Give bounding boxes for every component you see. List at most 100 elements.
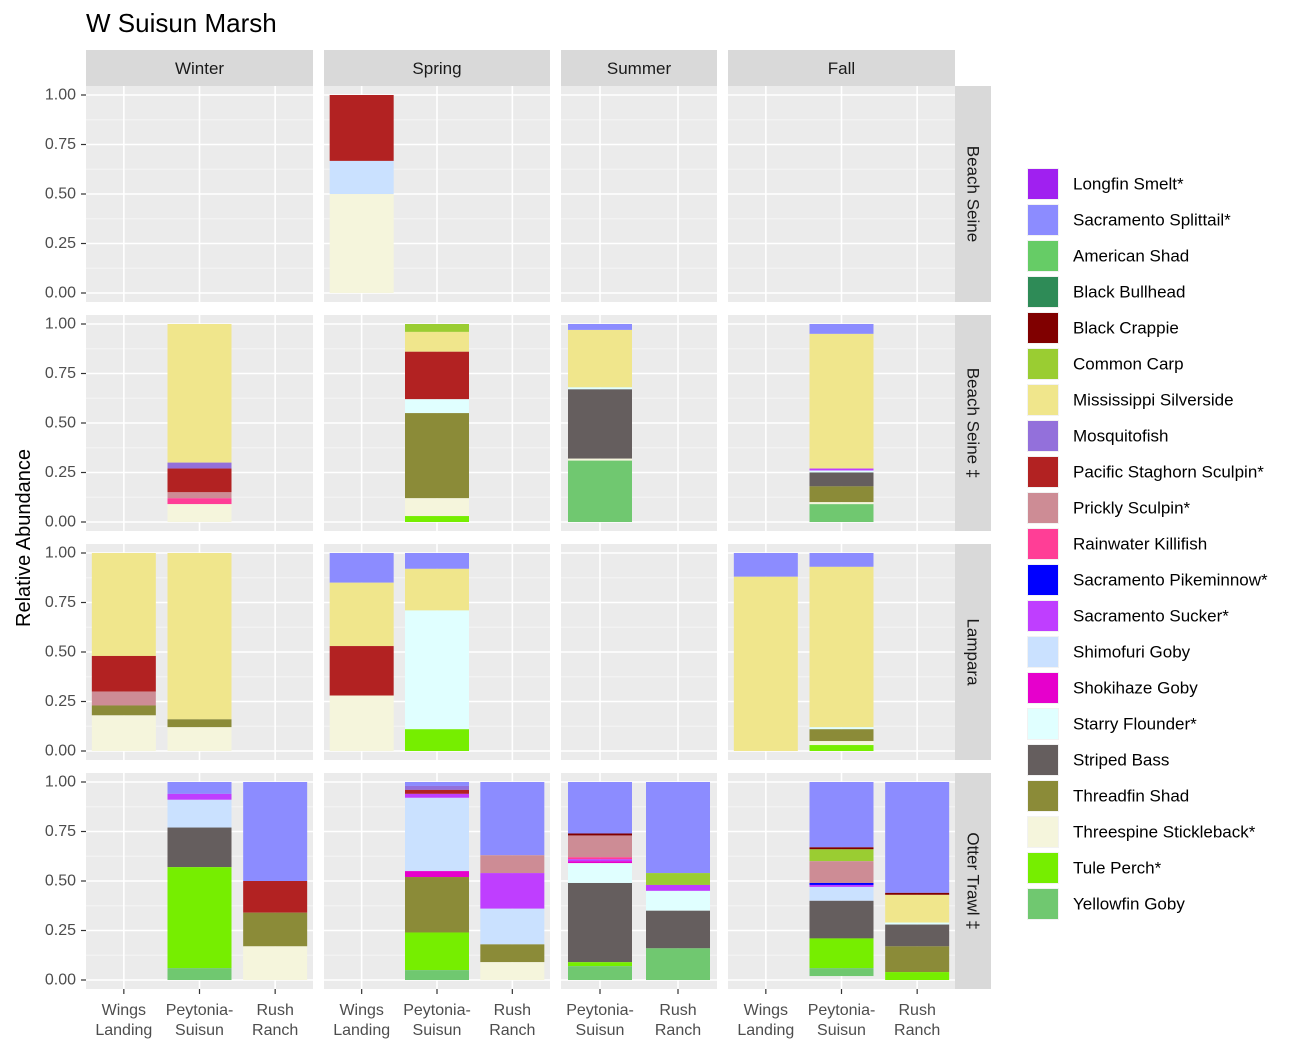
legend-item-yellowfin-goby: Yellowfin Goby xyxy=(1027,888,1185,920)
legend-item-starry-flounder: Starry Flounder* xyxy=(1027,708,1197,740)
y-tick-label: 0.25 xyxy=(45,693,76,710)
panel-lampara-summer xyxy=(561,544,717,760)
bar-segment-sacramento-sucker xyxy=(809,884,874,887)
legend-swatch xyxy=(1028,421,1058,451)
y-tick-label: 0.50 xyxy=(45,644,76,661)
strip-spring xyxy=(324,50,550,86)
legend-item-prickly-sculpin: Prickly Sculpin* xyxy=(1027,492,1191,524)
legend-item-american-shad: American Shad xyxy=(1027,240,1189,272)
strip-label-spring: Spring xyxy=(412,59,461,78)
y-tick-label: 0.00 xyxy=(45,514,76,531)
legend-swatch xyxy=(1028,529,1058,559)
y-tick-label: 0.00 xyxy=(45,743,76,760)
bar-lampara-winter-peytonia-suisun xyxy=(167,553,232,751)
legend-label: Black Crappie xyxy=(1073,319,1179,338)
strip-label-lampara: Lampara xyxy=(964,618,983,686)
legend-label: Black Bullhead xyxy=(1073,283,1185,302)
bar-segment-sacramento-sucker xyxy=(568,859,632,862)
legend-label: Shokihaze Goby xyxy=(1073,679,1198,698)
bar-segment-striped-bass xyxy=(568,882,632,963)
bar-segment-sacramento-splittail xyxy=(733,553,798,577)
bar-segment-starry-flounder xyxy=(809,727,874,730)
legend-swatch xyxy=(1028,565,1058,595)
legend-label: Tule Perch* xyxy=(1073,859,1162,878)
legend-label: American Shad xyxy=(1073,247,1189,266)
bar-segment-starry-flounder xyxy=(646,890,710,911)
strip-label-fall: Fall xyxy=(828,59,855,78)
bar-segment-tule-perch xyxy=(405,729,469,751)
bar-segment-common-carp xyxy=(405,324,469,332)
x-tick-label-peytonia-suisun: Peytonia-Suisun xyxy=(403,1002,471,1039)
bar-otter-trawl-winter-rush-ranch xyxy=(243,782,308,980)
bar-segment-mississippi-silverside xyxy=(568,329,632,388)
bar-segment-mosquitofish xyxy=(167,462,232,469)
legend-swatch xyxy=(1028,493,1058,523)
bar-beach-seine-spring-wings-landing xyxy=(329,95,394,293)
bar-segment-prickly-sculpin xyxy=(91,691,156,706)
bar-segment-threadfin-shad xyxy=(91,705,156,716)
bar-segment-striped-bass xyxy=(568,389,632,459)
legend-swatch xyxy=(1028,781,1058,811)
bar-segment-sacramento-splittail xyxy=(568,324,632,330)
bar-segment-tule-perch xyxy=(885,972,950,980)
bar-segment-starry-flounder xyxy=(568,387,632,390)
legend-swatch xyxy=(1028,601,1058,631)
legend-label: Striped Bass xyxy=(1073,751,1169,770)
bar-segment-pacific-staghorn-sculpin xyxy=(329,95,394,161)
bar-segment-sacramento-splittail xyxy=(809,782,874,848)
y-tick-label: 1.00 xyxy=(45,774,76,791)
legend-label: Threadfin Shad xyxy=(1073,787,1189,806)
legend-label: Sacramento Pikeminnow* xyxy=(1073,571,1268,590)
bar-otter-trawl-summer-rush-ranch xyxy=(646,782,710,980)
strip-beach-seine xyxy=(955,86,991,302)
panel-beach-seine-fall xyxy=(728,86,955,302)
bar-segment-prickly-sculpin xyxy=(568,835,632,858)
bar-segment-pacific-staghorn-sculpin xyxy=(329,646,394,696)
bar-lampara-winter-wings-landing xyxy=(91,553,156,751)
bar-segment-mississippi-silverside xyxy=(167,553,232,720)
bar-segment-starry-flounder xyxy=(568,863,632,883)
legend-item-mosquitofish: Mosquitofish xyxy=(1027,420,1168,452)
bar-segment-sacramento-splittail xyxy=(405,553,469,569)
bar-lampara-spring-peytonia-suisun xyxy=(405,553,469,751)
y-tick-label: 0.50 xyxy=(45,873,76,890)
legend-label: Pacific Staghorn Sculpin* xyxy=(1073,463,1264,482)
bar-segment-sacramento-pikeminnow xyxy=(809,882,874,885)
x-tick-label-peytonia-suisun: Peytonia-Suisun xyxy=(566,1002,634,1039)
bar-segment-striped-bass xyxy=(167,827,232,868)
strip-label-summer: Summer xyxy=(607,59,672,78)
strip-label-otter-trawl: Otter Trawl ‡ xyxy=(964,832,983,929)
legend-swatch xyxy=(1028,277,1058,307)
bar-otter-trawl-fall-peytonia-suisun xyxy=(809,782,874,977)
bar-segment-mississippi-silverside xyxy=(809,333,874,469)
strip-otter-trawl xyxy=(955,773,991,989)
legend-item-pacific-staghorn-sculpin: Pacific Staghorn Sculpin* xyxy=(1027,456,1264,488)
y-tick-label: 0.50 xyxy=(45,415,76,432)
bar-segment-tule-perch xyxy=(405,516,469,522)
bar-segment-threespine-stickleback xyxy=(91,715,156,751)
legend-label: Starry Flounder* xyxy=(1073,715,1197,734)
legend-swatch xyxy=(1028,169,1058,199)
bar-segment-threadfin-shad xyxy=(480,944,545,963)
bar-otter-trawl-spring-peytonia-suisun xyxy=(405,782,469,980)
bar-segment-shokihaze-goby xyxy=(405,871,469,878)
bar-segment-yellowfin-goby xyxy=(646,948,710,980)
bar-segment-rainwater-killifish xyxy=(568,857,632,860)
bar-segment-rainwater-killifish xyxy=(167,498,232,505)
bar-segment-black-crappie xyxy=(885,892,950,895)
panel-beach-seine-summer xyxy=(561,86,717,302)
legend-swatch xyxy=(1028,673,1058,703)
bar-segment-mississippi-silverside xyxy=(329,582,394,647)
bar-segment-sacramento-sucker xyxy=(646,884,710,891)
legend-swatch xyxy=(1028,853,1058,883)
bar-segment-threespine-stickleback xyxy=(243,946,308,980)
bar-segment-sacramento-splittail xyxy=(480,782,545,856)
legend-item-threespine-stickleback: Threespine Stickleback* xyxy=(1027,816,1256,848)
bar-segment-shimofuri-goby xyxy=(480,908,545,945)
bar-otter-trawl-fall-rush-ranch xyxy=(885,782,950,980)
bar-segment-striped-bass xyxy=(646,910,710,949)
bar-beach-seine-summer-peytonia-suisun xyxy=(568,324,632,522)
legend: Longfin Smelt* Sacramento Splittail* Ameri… xyxy=(1027,168,1268,920)
legend-label: Common Carp xyxy=(1073,355,1184,374)
legend-item-sacramento-splittail: Sacramento Splittail* xyxy=(1027,204,1231,236)
